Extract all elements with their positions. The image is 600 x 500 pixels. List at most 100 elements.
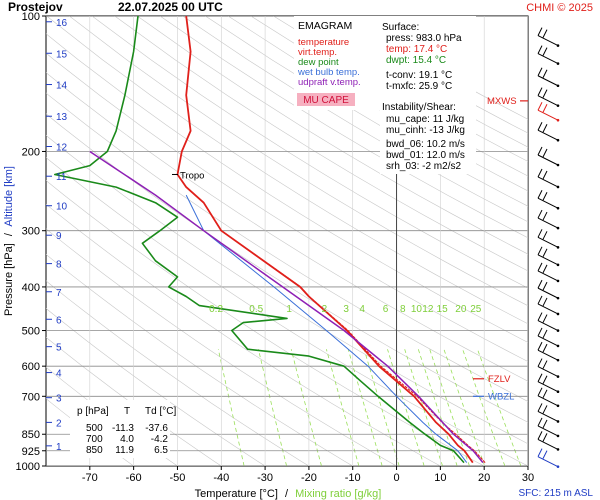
srh-03-value: srh_03: -2 m2/s2: [386, 161, 461, 172]
wind-barb-feather: [537, 67, 543, 76]
wind-barb-shaft: [537, 176, 559, 188]
dry-adiabat: [182, 16, 528, 223]
t-mxfc: t-mxfc: 25.9 °C: [386, 81, 452, 92]
wind-barb-base: [556, 246, 560, 249]
mixing-ratio-label: 0.5: [249, 304, 263, 315]
wind-barb-feather: [537, 122, 543, 131]
wind-barb-base: [556, 206, 560, 210]
mixing-ratio-label: 4: [359, 304, 365, 315]
dry-adiabat: [159, 16, 528, 239]
sounding-datetime: 22.07.2025 00 UTC: [118, 0, 223, 14]
table-row: 500: [86, 423, 103, 434]
bwd-01-value: bwd_01: 12.0 m/s: [386, 150, 465, 161]
altitude-tick-label: 15: [56, 49, 68, 60]
wind-barb-feather: [542, 297, 548, 307]
wind-barb-feather: [537, 387, 543, 397]
wind-barb-shaft: [537, 456, 559, 468]
wind-barb-feather: [537, 45, 543, 54]
wind-barb-base: [556, 279, 560, 283]
wind-barb-feather: [537, 168, 543, 178]
wind-barb-base: [556, 448, 560, 451]
altitude-tick-label: 11: [56, 172, 67, 183]
wind-barb-shaft: [537, 438, 559, 450]
dry-adiabat: [46, 16, 528, 325]
mixing-ratio-line: [429, 349, 470, 466]
pressure-tick-label: 925: [22, 446, 40, 458]
instability-heading: Instability/Shear:: [382, 102, 456, 113]
x-tick-label: -70: [82, 472, 98, 484]
x-tick-label: -40: [213, 472, 229, 484]
wind-barb-feather: [542, 103, 548, 113]
pressure-tick-label: 500: [22, 326, 40, 338]
legend-title: EMAGRAM: [298, 20, 352, 32]
wind-barb-feather: [542, 29, 548, 38]
wind-barb-feather: [542, 231, 548, 240]
wind-barb-base: [556, 104, 560, 107]
stats-panel: Surface: press: 983.0 hPa temp: 17.4 °C …: [380, 16, 476, 174]
level-markers: MXWS FZLV WBZL Tropo: [172, 96, 528, 402]
mixing-ratio-label: 12: [422, 304, 434, 315]
wind-barb-shaft: [537, 109, 559, 121]
series-udpraft-v-temp-: [89, 150, 484, 464]
mixing-ratio-label: 25: [470, 304, 482, 315]
wind-barb-feather: [537, 190, 543, 199]
wind-barb-feather: [537, 262, 543, 272]
altitude-tick-label: 2: [56, 418, 62, 429]
wind-barb-feather: [537, 101, 543, 111]
wind-barb-feather: [542, 314, 548, 323]
pressure-tick-label: 850: [22, 429, 40, 441]
wind-barb-shaft: [537, 349, 559, 361]
wind-barb-feather: [537, 295, 543, 305]
x-tick-label: -60: [126, 472, 142, 484]
pressure-tick-label: 300: [22, 226, 40, 238]
mixing-ratio-line: [387, 349, 425, 466]
wind-barb-feather: [542, 248, 548, 258]
altitude-tick-label: 4: [56, 369, 62, 380]
legend-wet-bulb: wet bulb temp.: [297, 67, 360, 78]
wind-barb-shaft: [537, 381, 559, 393]
wind-barb-feather: [537, 209, 543, 219]
mixing-ratio-label: 2: [322, 304, 328, 315]
pressure-tick-label: 100: [22, 11, 40, 23]
altitude-tick-label: 13: [56, 112, 68, 123]
wind-barb-feather: [542, 170, 548, 180]
wind-barb-shaft: [537, 35, 559, 47]
wind-barb-feather: [537, 327, 543, 337]
table-cell: 4.0: [120, 434, 134, 445]
wind-barb-feather: [537, 27, 543, 36]
table-cell: -4.2: [151, 434, 169, 445]
altitude-tick-label: 5: [56, 343, 62, 354]
mixing-ratio-label: 20: [455, 304, 467, 315]
wind-barb-shaft: [537, 197, 559, 209]
altitude-tick-label: 1: [56, 442, 62, 453]
y-axis-label-sep: /: [3, 232, 15, 236]
wind-barb-feather: [542, 405, 548, 414]
wind-barb-shaft: [537, 129, 559, 141]
dry-adiabat: [137, 16, 528, 255]
pressure-tick-label: 600: [22, 361, 40, 373]
dry-adiabat: [205, 16, 528, 207]
mixing-ratio-label: 0.2: [209, 304, 223, 315]
legend: EMAGRAM temperature virt.temp. dew point…: [294, 16, 380, 110]
mu-cinh-value: mu_cinh: -13 J/kg: [386, 125, 465, 136]
wind-barb-feather: [537, 87, 543, 96]
dry-adiabat: [69, 16, 528, 307]
wind-barb-base: [556, 465, 560, 468]
pressure-tick-label: 1000: [16, 461, 40, 473]
table-cell: 11.9: [115, 445, 134, 456]
surface-dewpoint: dwpt: 15.4 °C: [386, 55, 446, 66]
tropopause-label: Tropo: [180, 170, 204, 181]
t-conv: t-conv: 19.1 °C: [386, 70, 452, 81]
x-axis-ticks: -70 -60 -50 -40 -30 -20 -10 0 10 20 30: [82, 466, 534, 484]
x-tick-label: 10: [434, 472, 446, 484]
wind-barb-feather: [537, 312, 543, 321]
wind-barb-feather: [542, 375, 548, 384]
wind-barb-shaft: [537, 236, 559, 248]
pressure-axis-ticks: 100 200 300 400 500 600 700 850 925 1000: [16, 11, 46, 473]
grid-lines: [46, 16, 528, 466]
mixing-ratio-label: 3: [343, 304, 349, 315]
surface-temperature: temp: 17.4 °C: [386, 44, 447, 55]
mixing-ratio-label: 8: [400, 304, 406, 315]
